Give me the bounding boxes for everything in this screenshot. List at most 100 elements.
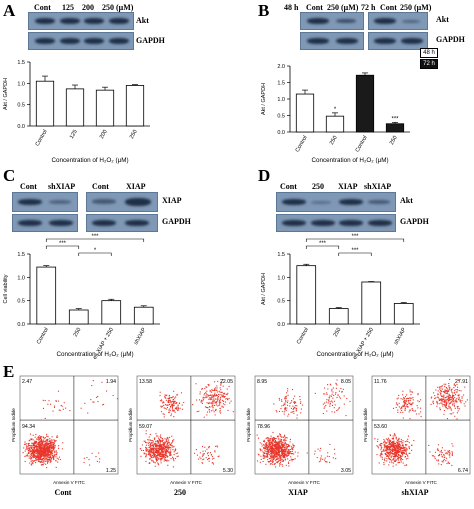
event-dot [386, 442, 388, 444]
event-dot [150, 449, 152, 451]
event-dot [284, 396, 286, 398]
event-dot [396, 450, 398, 452]
event-dot [389, 434, 391, 436]
event-dot [154, 462, 156, 464]
event-dot [436, 403, 438, 405]
event-dot [320, 457, 322, 459]
event-dot [164, 397, 166, 399]
legend-48h: 48 h [420, 48, 438, 58]
event-dot [39, 458, 41, 460]
event-dot [196, 399, 198, 401]
event-dot [439, 386, 441, 388]
event-dot [170, 447, 172, 449]
event-dot [168, 397, 170, 399]
event-dot [457, 394, 459, 396]
event-dot [48, 457, 50, 459]
blot-label: GAPDH [162, 217, 191, 226]
event-dot [397, 411, 399, 413]
event-dot [49, 456, 52, 458]
event-dot [273, 437, 275, 439]
event-dot [326, 392, 328, 394]
event-dot [146, 442, 148, 444]
event-dot [322, 458, 324, 460]
event-dot [179, 407, 181, 409]
event-dot [439, 407, 441, 409]
event-dot [201, 455, 203, 457]
event-dot [388, 442, 390, 444]
event-dot [265, 451, 267, 453]
event-dot [446, 395, 448, 397]
event-dot [388, 452, 390, 454]
event-dot [411, 444, 413, 446]
event-dot [209, 391, 211, 393]
lane-label: Cont [306, 3, 323, 12]
event-dot [402, 446, 404, 449]
event-dot [284, 402, 286, 404]
significance-label: *** [351, 248, 359, 254]
event-dot [275, 451, 277, 453]
event-dot [282, 441, 284, 444]
event-dot [341, 391, 343, 393]
event-dot [172, 396, 174, 398]
event-dot [262, 460, 264, 463]
event-dot [271, 449, 273, 452]
x-tick-label: 250 [333, 327, 343, 338]
event-dot [293, 445, 295, 447]
event-dot [395, 449, 397, 451]
event-dot [402, 394, 404, 396]
event-dot [440, 390, 442, 392]
event-dot [206, 402, 208, 404]
significance-mark: * [334, 107, 337, 113]
event-dot [280, 407, 282, 410]
event-dot [448, 382, 450, 385]
event-dot [276, 458, 278, 460]
event-dot [280, 451, 283, 453]
event-dot [403, 450, 406, 452]
event-dot [284, 411, 286, 413]
event-dot [173, 404, 175, 406]
bar [393, 303, 414, 325]
event-dot [338, 407, 340, 409]
event-dot [164, 445, 166, 447]
event-dot [464, 405, 466, 407]
event-dot [292, 446, 294, 448]
x-axis-label: Concentration of H₂O₂ (μM) [316, 351, 393, 358]
event-dot [403, 397, 405, 399]
event-dot [278, 442, 280, 444]
event-dot [51, 436, 53, 438]
event-dot [93, 401, 95, 403]
event-dot [449, 399, 451, 401]
event-dot [156, 444, 158, 446]
event-dot [398, 441, 400, 443]
event-dot [192, 404, 194, 406]
event-dot [448, 407, 450, 409]
event-dot [399, 456, 401, 458]
event-dot [441, 460, 443, 462]
event-dot [408, 442, 410, 444]
y-tick-label: 0.0 [17, 124, 25, 130]
event-dot [40, 455, 42, 458]
event-dot [273, 439, 275, 441]
event-dot [449, 402, 451, 404]
event-dot [275, 444, 277, 446]
event-dot [282, 449, 285, 451]
event-dot [400, 456, 402, 458]
event-dot [46, 433, 48, 435]
event-dot [37, 455, 39, 457]
event-dot [402, 411, 404, 413]
event-dot [36, 449, 38, 451]
event-dot [42, 407, 45, 409]
event-dot [147, 442, 150, 444]
event-dot [268, 454, 271, 456]
event-dot [43, 444, 45, 446]
event-dot [451, 413, 453, 415]
event-dot [153, 450, 155, 452]
event-dot [394, 446, 396, 449]
event-dot [54, 439, 56, 441]
event-dot [390, 460, 392, 462]
event-dot [206, 390, 208, 392]
event-dot [159, 440, 161, 442]
event-dot [284, 407, 286, 409]
event-dot [279, 459, 282, 461]
event-dot [440, 398, 442, 400]
